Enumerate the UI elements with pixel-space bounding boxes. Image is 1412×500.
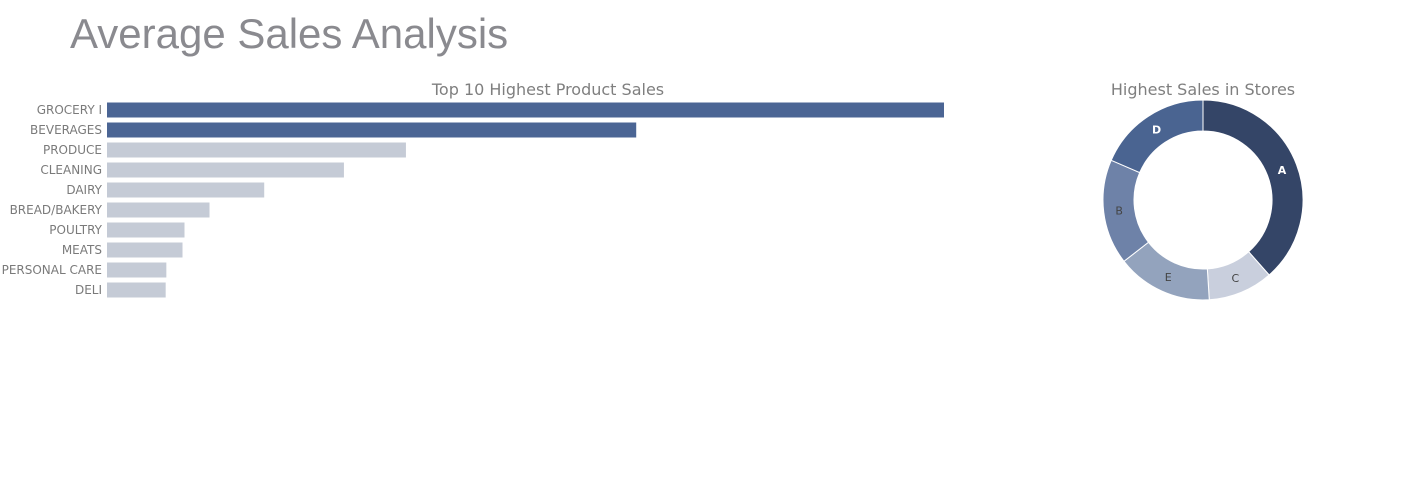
- bar-beverages: [107, 122, 637, 138]
- bar-category-labels: GROCERY I BEVERAGES PRODUCE CLEANING DAIRY BR…: [2, 103, 103, 297]
- bar-bread-bakery: [107, 202, 210, 218]
- bar-label-beverages: BEVERAGES: [30, 123, 102, 137]
- donut-slice-b: [1102, 159, 1150, 262]
- bar-poultry: [107, 222, 185, 238]
- bar-label-poultry: POULTRY: [49, 223, 102, 237]
- bar-produce: [107, 142, 406, 158]
- donut-chart-title: Highest Sales in Stores: [1111, 80, 1295, 99]
- donut-chart: Highest Sales in Stores A C E B D: [1102, 80, 1304, 301]
- donut-label-d: D: [1152, 123, 1161, 136]
- bar-personal-care: [107, 262, 167, 278]
- donut-label-c: C: [1231, 272, 1239, 285]
- bar-label-produce: PRODUCE: [43, 143, 102, 157]
- donut-slice-a: [1202, 99, 1304, 276]
- bar-marks: [107, 102, 944, 298]
- bar-dairy: [107, 182, 265, 198]
- bar-cleaning: [107, 162, 344, 178]
- bar-chart-title: Top 10 Highest Product Sales: [431, 80, 664, 99]
- bar-label-meats: MEATS: [62, 243, 102, 257]
- donut-slices: [1102, 99, 1304, 301]
- bar-deli: [107, 282, 166, 298]
- donut-slice-labels: A C E B D: [1115, 123, 1286, 285]
- donut-label-e: E: [1165, 271, 1172, 284]
- bar-label-cleaning: CLEANING: [40, 163, 102, 177]
- donut-label-a: A: [1278, 164, 1287, 177]
- bar-label-deli: DELI: [75, 283, 102, 297]
- bar-grocery-i: [107, 102, 944, 118]
- bar-label-bread-bakery: BREAD/BAKERY: [10, 203, 103, 217]
- bar-label-dairy: DAIRY: [66, 183, 102, 197]
- bar-meats: [107, 242, 183, 258]
- page-title: Average Sales Analysis: [70, 10, 509, 57]
- bar-label-personal-care: PERSONAL CARE: [2, 263, 102, 277]
- bar-chart: Top 10 Highest Product Sales GROCERY I BE…: [2, 80, 944, 298]
- donut-label-b: B: [1115, 205, 1123, 218]
- donut-slice-d: [1110, 99, 1204, 174]
- bar-label-grocery-i: GROCERY I: [37, 103, 102, 117]
